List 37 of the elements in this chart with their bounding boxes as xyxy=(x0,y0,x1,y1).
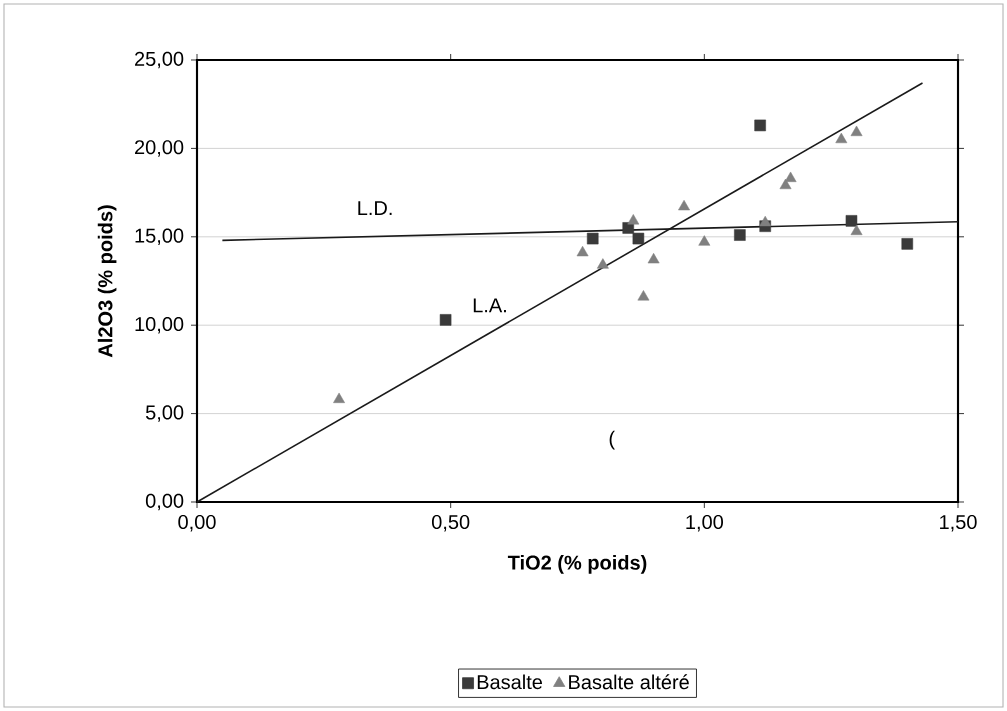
point xyxy=(698,235,711,246)
point xyxy=(632,232,645,245)
y-tick-label: 20,00 xyxy=(135,140,184,157)
point xyxy=(647,253,660,264)
series-label: L.A. xyxy=(473,298,506,313)
point xyxy=(637,290,650,301)
legend-label: Basalte altéré xyxy=(569,674,689,690)
point xyxy=(901,238,914,250)
x-tick-label: 0,50 xyxy=(431,514,470,532)
point xyxy=(627,214,640,225)
legend-label: Basalte xyxy=(477,674,543,690)
point xyxy=(678,199,690,211)
point xyxy=(734,229,746,241)
point xyxy=(850,224,863,236)
point xyxy=(333,392,345,403)
y-tick-label: 5,00 xyxy=(145,405,184,422)
y-tick-label: 25,00 xyxy=(135,51,184,69)
point xyxy=(835,132,848,144)
y-tick-label: 15,00 xyxy=(135,228,184,246)
annotation: ( xyxy=(609,430,615,450)
point xyxy=(845,215,858,227)
point xyxy=(759,215,772,227)
y-tick-label: 10,00 xyxy=(135,316,184,334)
point xyxy=(850,125,863,137)
point xyxy=(576,245,589,257)
x-axis-title: TiO2 (% poids) xyxy=(507,555,647,574)
point xyxy=(586,232,599,245)
series-label: L.D. xyxy=(358,201,392,215)
y-axis-title: Al2O3 (% poids) xyxy=(97,205,117,358)
y-tick-label: 0,00 xyxy=(145,493,184,511)
point xyxy=(779,178,792,190)
x-tick-label: 1,00 xyxy=(686,514,724,532)
x-tick-label: 1,50 xyxy=(940,514,977,532)
point xyxy=(754,119,766,132)
point xyxy=(596,258,609,269)
point xyxy=(439,314,452,326)
x-tick-label: 0,00 xyxy=(178,514,216,532)
